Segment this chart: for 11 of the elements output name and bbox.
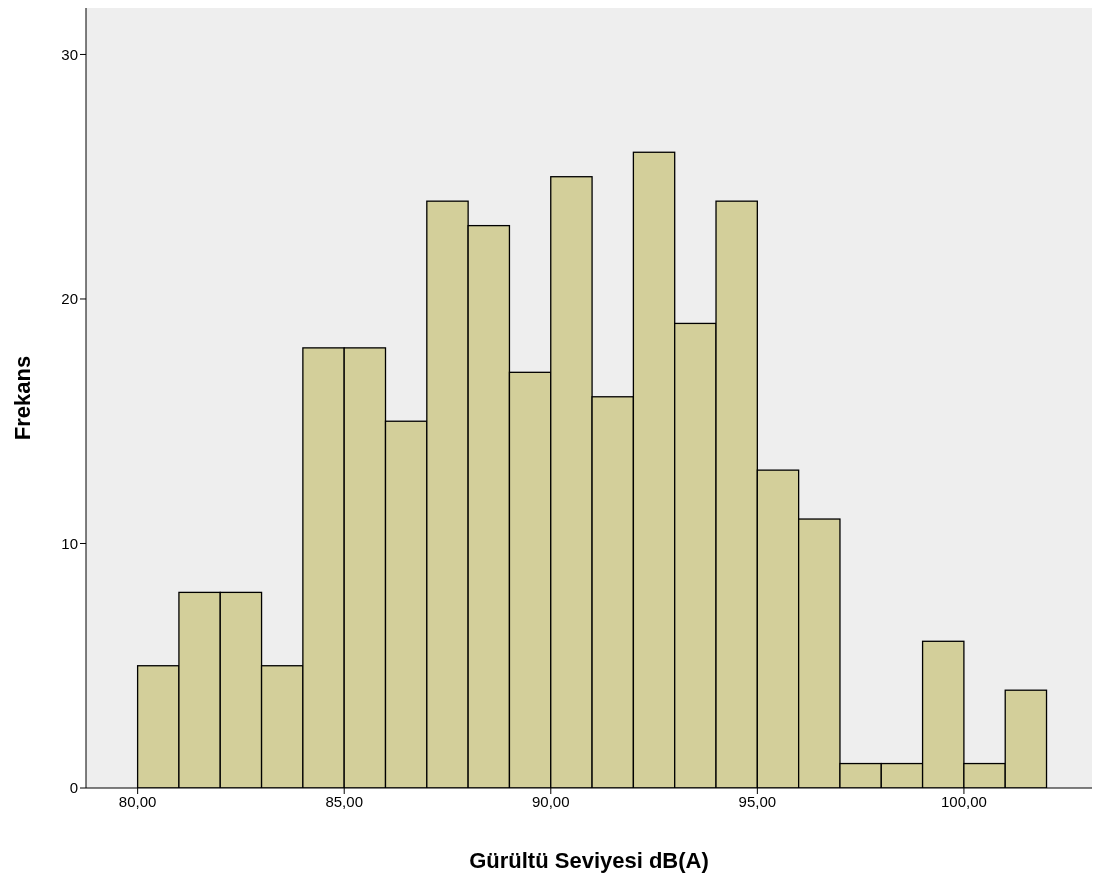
y-tick-label: 20 [61, 290, 78, 308]
x-tick-label: 90,00 [532, 792, 570, 810]
y-tick-label: 10 [61, 534, 78, 552]
x-tick-label: 100,00 [940, 792, 987, 810]
x-tick-label: 80,00 [118, 792, 157, 810]
y-tick-label: 30 [61, 45, 78, 63]
x-tick-label: 95,00 [738, 792, 777, 810]
y-tick-label: 0 [69, 779, 78, 797]
x-tick-label: 85,00 [325, 792, 363, 810]
y-axis-title: Frekans [9, 355, 35, 441]
x-axis-title: Gürültü Seviyesi dB(A) [469, 848, 709, 873]
